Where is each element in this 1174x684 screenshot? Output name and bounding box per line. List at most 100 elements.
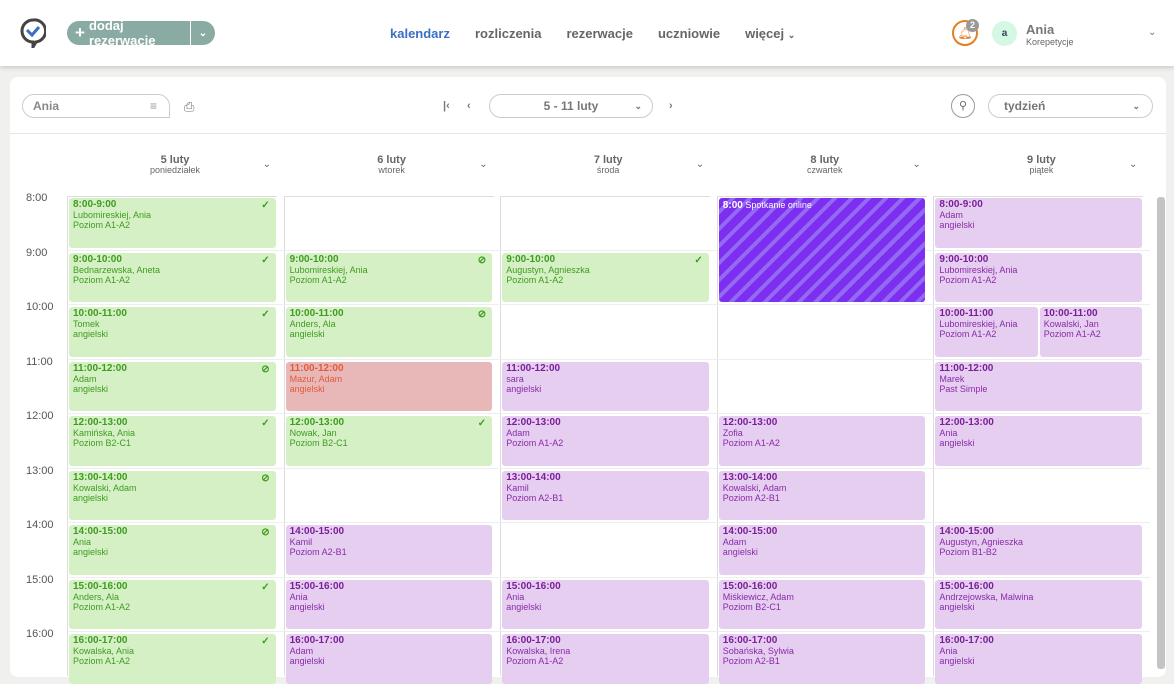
unpaid-icon[interactable]: ⊘ [477, 254, 487, 266]
event-paid[interactable]: 16:00-17:00 Kowalska, Ania Poziom A1-A2 ✓ [69, 634, 276, 684]
paid-check-icon[interactable]: ✓ [261, 200, 270, 211]
event-paid[interactable]: 8:00-9:00 Lubomireskiej, Ania Poziom A1-A2… [69, 198, 276, 248]
chevron-down-icon[interactable]: ⌄ [262, 159, 271, 170]
event-blocked[interactable]: 8:00 Spotkanie online [718, 198, 926, 302]
teacher-filter[interactable]: Ania ≡ [22, 94, 170, 118]
nav-wiecej[interactable]: więcej ⌄ [745, 26, 795, 41]
day-column[interactable] [933, 196, 1144, 676]
event-cancel[interactable]: 11:00-12:00 Mazur, Adam angielski [285, 361, 493, 411]
day-header[interactable]: 6 luty wtorek ⌄ [284, 155, 500, 175]
event-def[interactable]: 15:00-16:00 Ania angielski [502, 579, 709, 629]
event-def[interactable]: 16:00-17:00 Sobańska, Sylwia Poziom A2-B1 [718, 634, 926, 684]
day-weekday: czwartek [807, 165, 843, 175]
day-weekday: środa [596, 165, 620, 175]
paid-check-icon[interactable]: ✓ [261, 581, 270, 593]
event-def[interactable]: 11:00-12:00 Marek Past Simple [935, 361, 1142, 411]
event-paid[interactable]: 9:00-10:00 Lubomireskiej, Ania Poziom A1-A… [285, 252, 493, 302]
logo-icon[interactable] [20, 18, 46, 48]
event-paid[interactable]: 12:00-13:00 Kamińska, Ania Poziom B2-C1 ✓ [69, 416, 276, 466]
event-def[interactable]: 13:00-14:00 Kamil Poziom A2-B1 [502, 470, 709, 520]
day-header[interactable]: 8 luty czwartek ⌄ [717, 155, 933, 175]
day-column[interactable] [67, 196, 277, 676]
chevron-down-icon[interactable]: ⌄ [1148, 27, 1157, 38]
event-def[interactable]: 16:00-17:00 Adam angielski [285, 634, 493, 684]
prev-week-icon[interactable]: ‹ [467, 100, 471, 112]
view-select[interactable]: tydzień ⌄ [988, 94, 1153, 118]
paid-check-icon[interactable]: ✓ [261, 636, 270, 647]
event-def[interactable]: 16:00-17:00 Ania angielski [935, 634, 1142, 684]
event-def[interactable]: 15:00-16:00 Andrzejowska, Malwina angielsk… [935, 579, 1142, 629]
event-def[interactable]: 10:00-11:00 Lubomireskiej, Ania Poziom A1-… [935, 307, 1038, 357]
event-paid[interactable]: 9:00-10:00 Bednarzewska, Aneta Poziom A1-A… [69, 252, 276, 302]
event-time: 12:00-13:00 [939, 417, 994, 428]
event-time: 14:00-15:00 [289, 526, 345, 537]
day-column[interactable] [283, 196, 494, 676]
event-paid[interactable]: 11:00-12:00 Adam angielski ⊘ [69, 361, 276, 411]
event-def[interactable]: 9:00-10:00 Lubomireskiej, Ania Poziom A1-A… [935, 252, 1142, 302]
chevron-down-icon[interactable]: ⌄ [198, 27, 208, 39]
event-def[interactable]: 11:00-12:00 sara angielski [502, 361, 709, 411]
event-student: Kowalska, Irena [506, 646, 571, 656]
chevron-down-icon[interactable]: ⌄ [1129, 159, 1138, 170]
avatar[interactable]: a [992, 21, 1017, 46]
day-column[interactable] [716, 196, 927, 676]
nav-rozliczenia[interactable]: rozliczenia [474, 26, 542, 41]
divider [10, 133, 1166, 134]
add-reservation-button[interactable]: + dodaj rezerwację ⌄ [67, 18, 215, 48]
user-name[interactable]: Ania [1026, 22, 1055, 37]
paid-check-icon[interactable]: ✓ [261, 254, 270, 266]
event-subject: angielski [939, 656, 975, 666]
unpaid-icon[interactable]: ⊘ [261, 527, 270, 538]
event-def[interactable]: 14:00-15:00 Kamil Poziom A2-B1 [285, 525, 493, 575]
nav-kalendarz[interactable]: kalendarz [390, 26, 450, 41]
search-button[interactable]: ⚲ [951, 94, 975, 118]
event-paid[interactable]: 10:00-11:00 Tomek angielski ✓ [69, 307, 276, 357]
event-student: Anders, Ala [73, 591, 120, 602]
event-def[interactable]: 8:00-9:00 Adam angielski [935, 198, 1142, 248]
event-paid[interactable]: 9:00-10:00 Augustyn, Agnieszka Poziom A1-A… [502, 252, 709, 302]
unpaid-icon[interactable]: ⊘ [261, 363, 270, 375]
event-def[interactable]: 16:00-17:00 Kowalska, Irena Poziom A1-A2 [502, 634, 709, 684]
event-def[interactable]: 14:00-15:00 Adam angielski [718, 525, 926, 575]
unpaid-icon[interactable]: ⊘ [477, 309, 487, 320]
scrollbar[interactable] [1157, 197, 1165, 669]
event-paid[interactable]: 13:00-14:00 Kowalski, Adam angielski ⊘ [69, 470, 276, 520]
event-def[interactable]: 12:00-13:00 Zofia Poziom A1-A2 [718, 416, 926, 466]
event-time: 12:00-13:00 [506, 417, 561, 428]
day-header[interactable]: 9 luty piątek ⌄ [933, 155, 1149, 175]
event-def[interactable]: 15:00-16:00 Ania angielski [285, 579, 493, 629]
event-student: Adam [289, 646, 314, 656]
date-range-select[interactable]: 5 - 11 luty ⌄ [489, 94, 653, 118]
chevron-down-icon[interactable]: ⌄ [912, 159, 921, 170]
day-header[interactable]: 5 luty poniedziałek ⌄ [67, 155, 283, 175]
day-header[interactable]: 7 luty środa ⌄ [500, 155, 716, 175]
event-paid[interactable]: 10:00-11:00 Anders, Ala angielski ⊘ [285, 307, 493, 357]
unpaid-icon[interactable]: ⊘ [261, 472, 270, 484]
event-def[interactable]: 15:00-16:00 Miśkiewicz, Adam Poziom B2-C1 [718, 579, 926, 629]
event-def[interactable]: 10:00-11:00 Kowalski, Jan Poziom A1-A2 [1039, 307, 1142, 357]
paid-check-icon[interactable]: ✓ [694, 254, 703, 266]
day-column[interactable] [500, 196, 711, 676]
event-subject: Poziom A1-A2 [506, 656, 564, 666]
paid-check-icon[interactable]: ✓ [261, 418, 270, 429]
next-week-icon[interactable]: › [669, 100, 673, 112]
event-def[interactable]: 12:00-13:00 Adam Poziom A1-A2 [502, 416, 709, 466]
event-subject: Poziom A2-B1 [722, 656, 780, 666]
event-def[interactable]: 12:00-13:00 Ania angielski [935, 416, 1142, 466]
event-subject: Poziom A1-A2 [506, 274, 564, 285]
first-page-icon[interactable]: |‹ [443, 100, 450, 112]
event-subject: Poziom A1-A2 [73, 274, 131, 285]
event-def[interactable]: 14:00-15:00 Augustyn, Agnieszka Poziom B1-… [935, 525, 1142, 575]
paid-check-icon[interactable]: ✓ [477, 418, 487, 429]
event-paid[interactable]: 14:00-15:00 Ania angielski ⊘ [69, 525, 276, 575]
event-paid[interactable]: 15:00-16:00 Anders, Ala Poziom A1-A2 ✓ [69, 579, 276, 629]
event-time: 11:00-12:00 [289, 362, 344, 374]
event-def[interactable]: 13:00-14:00 Kowalski, Adam Poziom A2-B1 [718, 470, 926, 520]
nav-uczniowie[interactable]: uczniowie [657, 26, 721, 41]
print-icon[interactable]: ⎙ [184, 99, 195, 114]
nav-rezerwacje[interactable]: rezerwacje [566, 26, 633, 41]
event-paid[interactable]: 12:00-13:00 Nowak, Jan Poziom B2-C1 ✓ [285, 416, 493, 466]
paid-check-icon[interactable]: ✓ [261, 309, 270, 320]
chevron-down-icon[interactable]: ⌄ [479, 159, 488, 170]
chevron-down-icon[interactable]: ⌄ [695, 159, 705, 170]
